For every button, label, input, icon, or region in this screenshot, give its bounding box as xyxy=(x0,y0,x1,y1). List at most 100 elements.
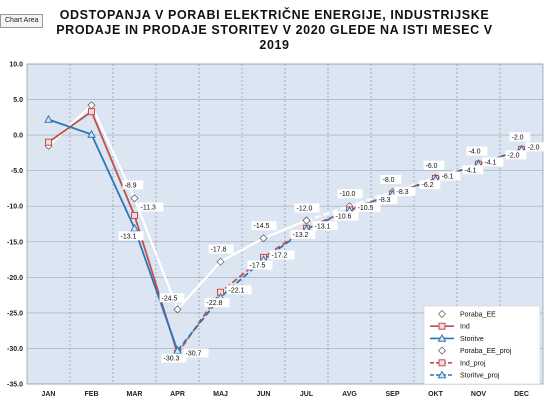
x-tick-label: MAR xyxy=(127,391,143,398)
data-label: -22.1 xyxy=(229,287,245,294)
y-tick-label: -30.0 xyxy=(7,346,23,353)
data-label: -6.0 xyxy=(426,163,438,170)
data-point-storitve xyxy=(173,346,182,354)
data-label-box xyxy=(419,180,441,190)
data-point-ind xyxy=(131,211,138,219)
plot-border xyxy=(26,63,544,385)
data-label: -2.0 xyxy=(528,144,540,151)
y-tick-label: -35.0 xyxy=(7,382,23,389)
data-label: -6.2 xyxy=(422,182,434,189)
series-line-storitve xyxy=(48,118,179,351)
y-tick-label: -15.0 xyxy=(7,239,23,246)
y-tick-label: -5.0 xyxy=(11,168,23,175)
legend-label: Poraba_EE_proj xyxy=(460,348,512,355)
y-tick-label: 10.0 xyxy=(9,62,23,69)
data-label: -14.5 xyxy=(254,223,270,230)
legend-marker xyxy=(437,333,447,342)
data-label-box xyxy=(509,132,531,142)
y-tick-label: -20.0 xyxy=(7,275,23,282)
chart-title-line-2: PRODAJE IN PRODAJE STORITEV V 2020 GLEDE… xyxy=(56,23,493,37)
data-point-poraba-ee xyxy=(173,305,182,314)
data-label: -10.0 xyxy=(340,191,356,198)
data-label-box xyxy=(159,293,185,303)
data-label: -2.0 xyxy=(508,152,520,159)
data-label-box xyxy=(462,165,484,175)
data-label-box xyxy=(355,202,381,212)
data-label: -13.1 xyxy=(121,233,137,240)
x-tick-label: NOV xyxy=(471,391,487,398)
y-tick-label: 0.0 xyxy=(13,133,23,140)
data-label: -6.1 xyxy=(442,173,454,180)
data-label-box xyxy=(482,157,504,167)
x-tick-label: OKT xyxy=(428,391,444,398)
y-tick-label: 5.0 xyxy=(13,97,23,104)
x-tick-label: JAN xyxy=(41,391,55,398)
data-label: -30.7 xyxy=(186,350,202,357)
data-label: -12.0 xyxy=(297,205,313,212)
data-label-box xyxy=(505,150,527,160)
data-label: -4.0 xyxy=(469,149,481,156)
x-tick-label: JUN xyxy=(256,391,270,398)
data-label-box xyxy=(208,244,234,254)
data-label-box xyxy=(312,221,338,231)
x-tick-label: FEB xyxy=(85,391,99,398)
data-point-ind xyxy=(45,138,52,146)
data-label-box xyxy=(466,146,488,156)
legend-marker xyxy=(437,370,447,379)
x-tick-label: APR xyxy=(170,391,185,398)
chart-area-tooltip: Chart Area xyxy=(0,14,44,28)
data-label-box xyxy=(138,202,164,212)
data-label: -4.1 xyxy=(465,167,477,174)
data-label-box xyxy=(439,171,461,181)
data-point-poraba-ee xyxy=(302,216,311,225)
data-point-poraba-ee xyxy=(259,234,268,243)
data-point-poraba-ee xyxy=(130,194,139,203)
data-label: -8.9 xyxy=(125,182,137,189)
data-label-box xyxy=(269,250,295,260)
data-label-box xyxy=(294,203,320,213)
legend-marker xyxy=(438,359,446,367)
data-label-box xyxy=(380,175,402,184)
data-label-box xyxy=(247,260,273,270)
data-point-storitve xyxy=(44,114,53,123)
data-label-box xyxy=(118,231,144,241)
chart-title-line-1: ODSTOPANJA V PORABI ELEKTRIČNE ENERGIJE,… xyxy=(59,8,490,22)
data-label-box xyxy=(183,348,209,358)
series-line-poraba-ee-proj xyxy=(306,148,522,222)
data-label: -11.3 xyxy=(141,204,157,211)
data-label-box xyxy=(204,298,230,308)
data-label: -8.3 xyxy=(397,189,409,196)
data-label-box xyxy=(394,187,416,197)
data-label: -17.8 xyxy=(211,247,227,254)
data-label-box xyxy=(525,142,547,152)
legend-label: Ind xyxy=(460,324,470,331)
data-label: -13.2 xyxy=(293,232,309,239)
legend-label: Storitve_proj xyxy=(460,373,500,380)
data-point-ind xyxy=(88,108,95,116)
data-label: -17.5 xyxy=(250,263,266,270)
x-tick-label: DEC xyxy=(514,391,529,398)
legend-label: Poraba_EE xyxy=(460,312,496,319)
legend-marker xyxy=(438,346,446,355)
data-label: -10.6 xyxy=(336,213,352,220)
data-label-box xyxy=(423,160,445,170)
x-tick-label: MAJ xyxy=(213,391,228,398)
data-label: -24.5 xyxy=(162,295,178,302)
legend-label: Storitve xyxy=(460,336,484,343)
legend-label: Ind_proj xyxy=(460,360,486,367)
data-label-box xyxy=(333,211,359,221)
legend-box xyxy=(423,305,541,385)
chart-title-line-3: 2019 xyxy=(259,38,290,52)
data-point-poraba-ee xyxy=(216,257,225,266)
chart-title: ODSTOPANJA V PORABI ELEKTRIČNE ENERGIJE,… xyxy=(0,8,549,53)
x-tick-label: JUL xyxy=(300,391,314,398)
data-label-box xyxy=(226,285,252,295)
data-point-storitve xyxy=(87,129,96,138)
data-label-box xyxy=(251,221,277,231)
data-label: -2.0 xyxy=(512,134,524,141)
data-label: -8.3 xyxy=(379,197,391,204)
data-label-box xyxy=(290,229,316,239)
data-label: -30.3 xyxy=(164,356,180,363)
data-label-box xyxy=(161,353,187,363)
